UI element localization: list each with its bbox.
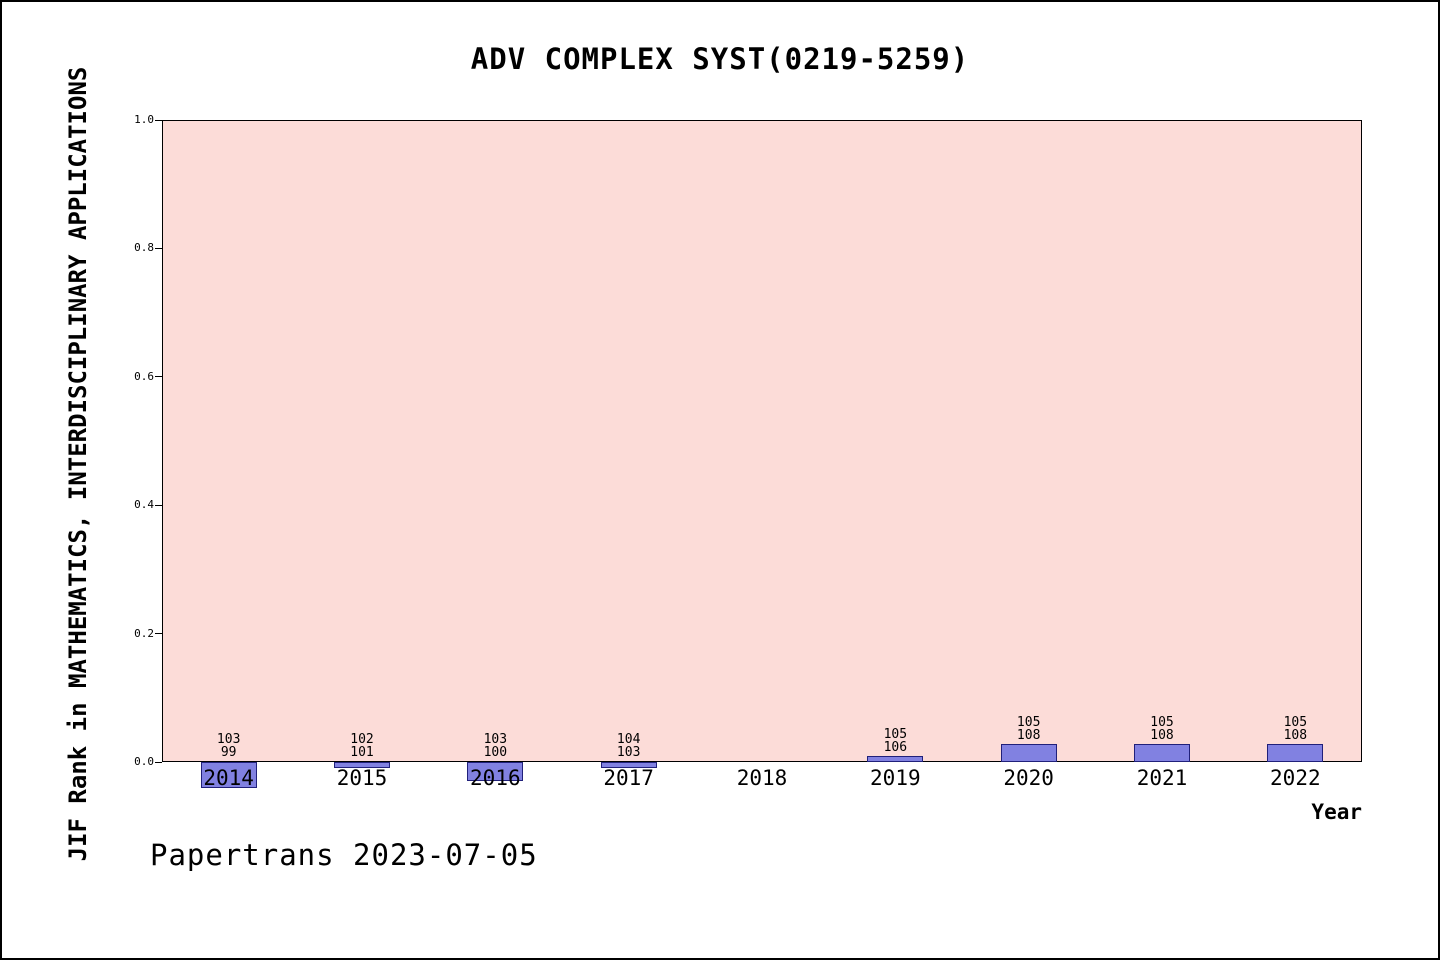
x-tick-label-2017: 2017 — [603, 766, 654, 790]
y-tick-mark-0.0 — [155, 761, 162, 763]
bar-2014 — [200, 762, 257, 788]
y-tick-label-0.4: 0.4 — [134, 498, 154, 512]
y-tick-mark-0.6 — [155, 376, 162, 378]
y-tick-mark-1.0 — [155, 119, 162, 121]
x-tick-label-2018: 2018 — [736, 766, 788, 790]
x-tick-label-2014: 2014 — [203, 766, 254, 790]
x-tick-label-2016: 2016 — [470, 766, 521, 790]
x-tick-label-2021: 2021 — [1136, 766, 1188, 790]
bar-2015 — [334, 762, 390, 768]
y-tick-mark-0.8 — [155, 247, 162, 249]
x-tick-label-2020: 2020 — [1003, 766, 1054, 790]
y-tick-label-1.0: 1.0 — [134, 113, 154, 126]
bar-2016 — [467, 762, 524, 781]
x-tick-label-2015: 2015 — [336, 766, 388, 790]
x-tick-label-2022: 2022 — [1270, 766, 1321, 790]
plot-area — [162, 120, 1362, 762]
y-tick-label-0.6: 0.6 — [134, 369, 154, 383]
y-tick-label-0.0: 0.0 — [134, 755, 154, 768]
y-tick-label-0.8: 0.8 — [134, 241, 154, 255]
y-tick-label-0.2: 0.2 — [134, 626, 154, 640]
y-tick-mark-0.2 — [155, 633, 162, 635]
y-axis-label: JIF Rank in MATHEMATICS, INTERDISCIPLINA… — [64, 66, 92, 862]
bar-2017 — [600, 762, 657, 768]
x-tick-label-2019: 2019 — [870, 766, 921, 790]
chart-title: ADV COMPLEX SYST(0219-5259) — [470, 42, 970, 76]
x-axis-label: Year — [1311, 800, 1362, 824]
y-tick-mark-0.4 — [155, 504, 162, 506]
footer-text: Papertrans 2023-07-05 — [150, 838, 538, 872]
